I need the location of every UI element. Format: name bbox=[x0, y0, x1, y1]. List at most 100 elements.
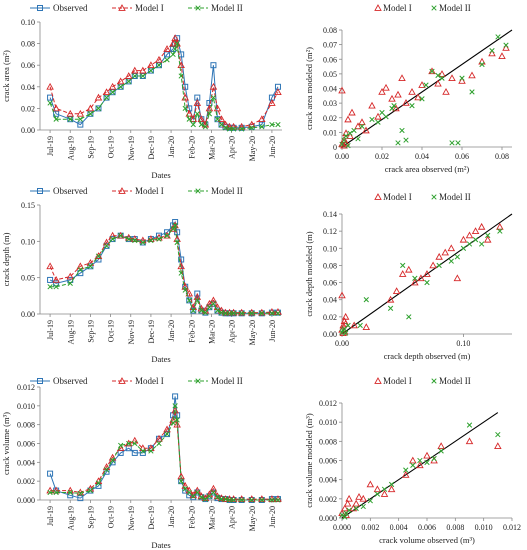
data-point bbox=[341, 312, 350, 320]
data-point bbox=[374, 112, 382, 120]
legend-label: Model I bbox=[383, 3, 412, 13]
legend-label: Observed bbox=[53, 186, 88, 196]
legend-marker bbox=[374, 4, 382, 11]
data-point bbox=[239, 126, 245, 132]
time-series-panels: 0.00 0.02 0.04 0.06 0.08 0.10 Jul-19 Aug-19 Sep-… bbox=[1, 3, 282, 550]
data-point bbox=[218, 309, 225, 316]
legend: Model I Model II bbox=[374, 192, 471, 202]
legend-label: Model I bbox=[135, 3, 164, 13]
legend-marker bbox=[431, 378, 437, 384]
x-tick-label: May-20 bbox=[248, 136, 257, 161]
data-point bbox=[103, 94, 110, 101]
data-point bbox=[198, 121, 204, 128]
data-point bbox=[495, 431, 501, 438]
data-point bbox=[86, 258, 95, 266]
x-tick-label: Sep-19 bbox=[86, 506, 95, 529]
data-point bbox=[148, 67, 154, 74]
data-point bbox=[417, 274, 425, 282]
legend-marker bbox=[118, 4, 126, 11]
data-point bbox=[109, 457, 116, 464]
x-axis-title: Dates bbox=[151, 170, 170, 180]
data-point bbox=[87, 110, 94, 117]
legend-marker bbox=[118, 187, 126, 194]
data-point bbox=[428, 67, 436, 75]
series-line bbox=[49, 396, 278, 501]
data-point bbox=[53, 284, 59, 290]
data-point bbox=[362, 323, 371, 330]
data-point bbox=[343, 499, 352, 507]
data-point bbox=[66, 109, 75, 117]
data-point bbox=[459, 235, 468, 243]
data-point bbox=[108, 82, 117, 90]
data-point bbox=[502, 43, 510, 51]
x-tick-label: Sep-19 bbox=[86, 136, 95, 159]
data-point bbox=[148, 448, 154, 454]
data-point bbox=[339, 512, 345, 518]
data-point bbox=[383, 114, 389, 120]
data-point bbox=[274, 88, 282, 96]
data-point bbox=[489, 47, 495, 54]
data-point bbox=[351, 127, 357, 134]
legend-marker bbox=[37, 188, 43, 194]
data-point bbox=[441, 248, 449, 256]
data-point bbox=[46, 262, 54, 270]
x-tick-label: 0.012 bbox=[503, 523, 521, 532]
data-point bbox=[438, 448, 444, 454]
data-point bbox=[389, 105, 395, 112]
data-point bbox=[131, 449, 138, 456]
y-tick-label: 0.01 bbox=[323, 128, 337, 137]
data-point bbox=[87, 263, 94, 270]
x-tick-label: Dec-19 bbox=[147, 136, 156, 160]
data-point bbox=[392, 104, 400, 112]
data-point bbox=[190, 493, 196, 499]
data-point bbox=[190, 121, 196, 128]
data-point bbox=[437, 442, 445, 449]
x-tick-label: May-20 bbox=[248, 506, 257, 531]
data-point bbox=[400, 262, 406, 269]
data-point bbox=[218, 496, 225, 502]
data-point bbox=[178, 270, 184, 276]
data-point bbox=[348, 108, 356, 116]
data-point bbox=[173, 420, 181, 428]
x-tick-label: Aug-19 bbox=[66, 506, 75, 530]
data-point bbox=[230, 310, 237, 316]
data-point bbox=[47, 489, 53, 496]
data-point bbox=[189, 115, 198, 123]
x-tick-label: 0.02 bbox=[375, 152, 389, 161]
data-point bbox=[226, 497, 233, 503]
legend-marker bbox=[37, 378, 43, 384]
data-point bbox=[221, 120, 230, 128]
y-tick-label: 0.07 bbox=[323, 41, 337, 50]
data-point bbox=[47, 94, 54, 101]
data-point bbox=[95, 105, 102, 112]
y-tick-label: 0.010 bbox=[319, 418, 337, 427]
data-point bbox=[423, 451, 431, 459]
data-point bbox=[346, 132, 354, 139]
data-point bbox=[102, 88, 111, 96]
scatter-panel-3: 0.000 0.002 0.004 0.006 0.008 0.010 0.012 0.000… bbox=[304, 376, 521, 545]
data-point bbox=[94, 93, 103, 101]
data-point bbox=[338, 291, 346, 299]
data-point bbox=[95, 480, 102, 486]
data-point bbox=[355, 492, 363, 500]
data-point bbox=[116, 231, 125, 239]
data-point bbox=[411, 278, 419, 286]
y-tick-label: 0.000 bbox=[17, 496, 35, 505]
data-point bbox=[103, 467, 110, 473]
y-axis-title: crack depth modeled (m) bbox=[304, 231, 314, 316]
legend: Observed Model I Model II bbox=[30, 186, 243, 196]
data-point bbox=[178, 73, 184, 79]
data-point bbox=[156, 62, 162, 68]
x-axis-title: crack depth observed (m) bbox=[384, 351, 471, 361]
time-series-panel-1: 0.00 0.02 0.04 0.06 0.08 0.10 Jul-19 Aug-19 Sep-… bbox=[1, 3, 282, 180]
data-point bbox=[375, 119, 381, 125]
data-point bbox=[52, 276, 60, 283]
data-point bbox=[472, 237, 479, 243]
data-point bbox=[434, 79, 442, 87]
data-point bbox=[345, 494, 353, 502]
data-point bbox=[210, 94, 217, 101]
data-point bbox=[345, 322, 351, 329]
y-tick-label: 0.04 bbox=[323, 85, 337, 94]
data-point bbox=[439, 75, 445, 81]
y-tick-label: 0.05 bbox=[323, 70, 337, 79]
